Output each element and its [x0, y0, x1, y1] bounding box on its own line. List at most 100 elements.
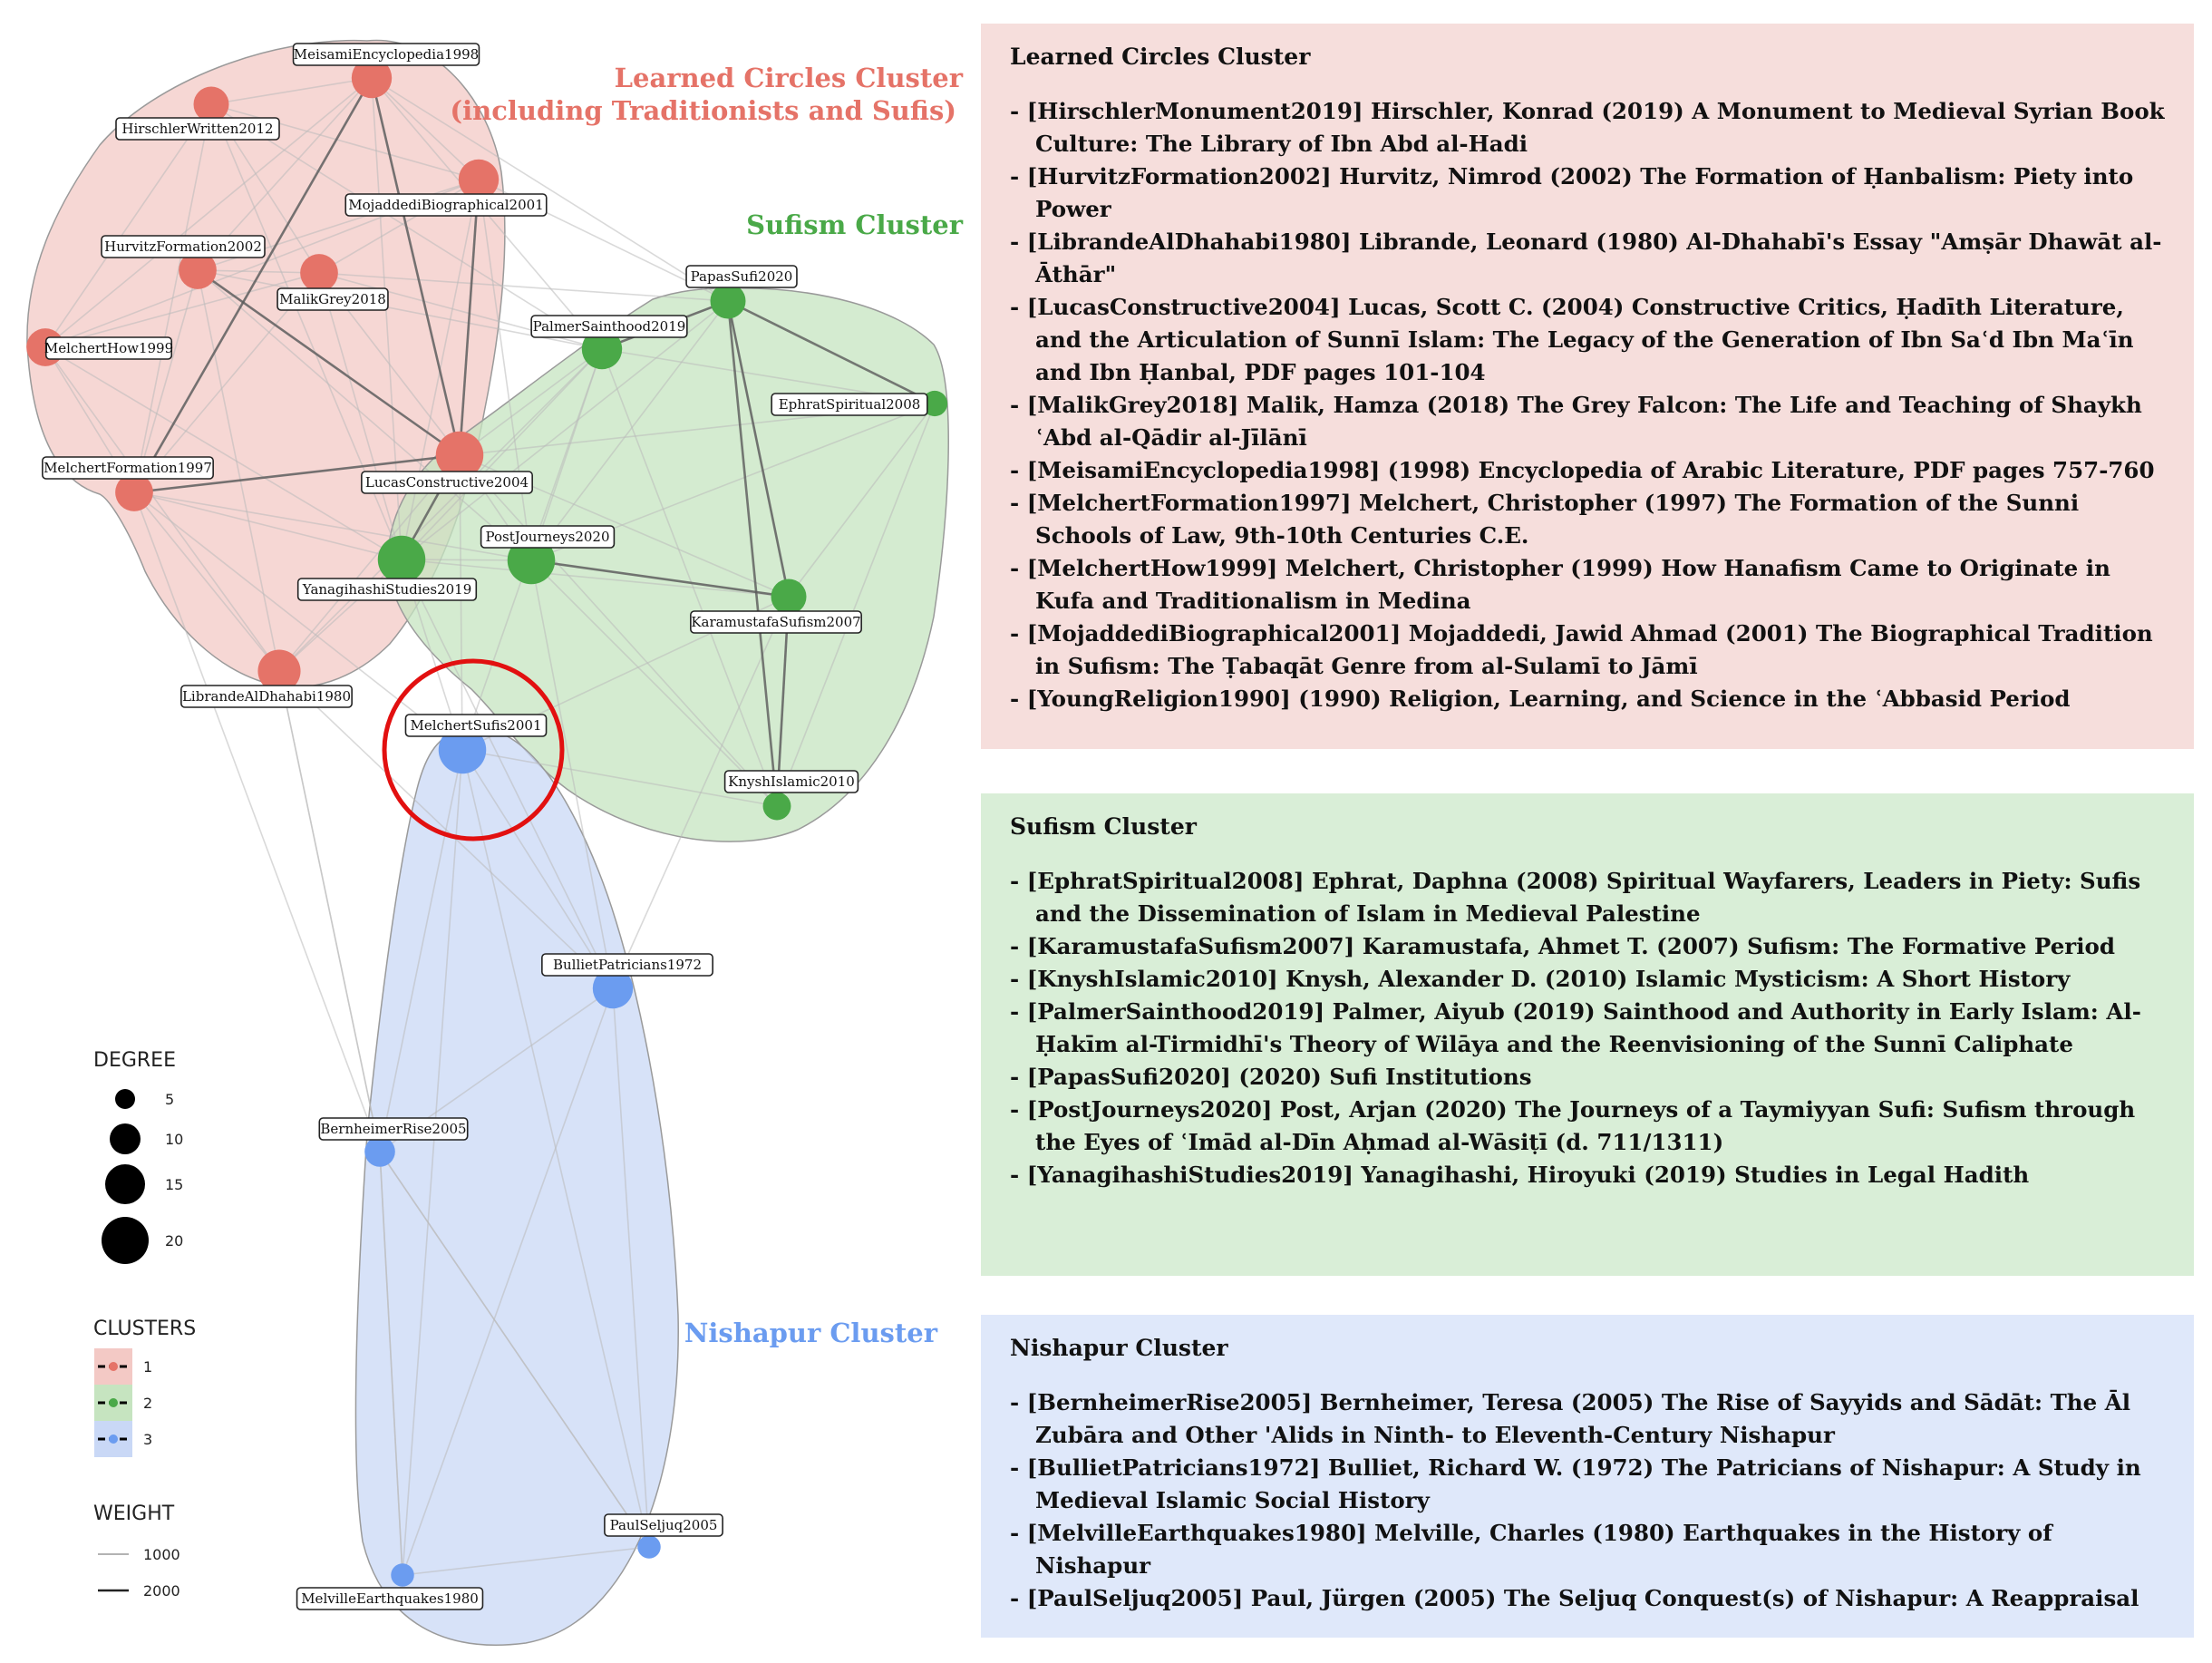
node-label-box	[480, 525, 616, 549]
node-label: LibrandeAlDhahabi1980	[180, 685, 353, 708]
node-label: MelchertFormation1997	[42, 456, 214, 480]
legend-cluster-label-3: 3	[143, 1431, 152, 1448]
node-label: KaramustafaSufism2007	[690, 610, 862, 634]
node-label-text: YanagihashiStudies2019	[302, 581, 472, 598]
edge	[401, 348, 603, 560]
node-label-box	[296, 578, 478, 601]
node-label-text: MalikGrey2018	[279, 291, 386, 307]
reference-item: - [MeisamiEncyclopedia1998] (1998) Encyc…	[1010, 457, 2155, 483]
node-karamustafasufism2007	[771, 579, 807, 615]
legend-cluster-label-2: 2	[143, 1395, 152, 1412]
reference-item: - [PostJourneys2020] Post, Arjan (2020) …	[1010, 1096, 2136, 1155]
highlight-circle	[382, 658, 565, 841]
edge	[133, 491, 381, 1152]
nishapur-cluster-title: Nishapur Cluster	[684, 1318, 938, 1348]
node-label-text: KaramustafaSufism2007	[691, 614, 860, 630]
edge	[278, 670, 381, 1152]
node-label: MelchertSufis2001	[404, 714, 548, 737]
reference-item: - [YoungReligion1990] (1990) Religion, L…	[1010, 686, 2071, 712]
node-label-text: MojaddediBiographical2001	[348, 197, 543, 213]
node-label-box	[361, 471, 533, 494]
node-melchertformation1997	[115, 473, 153, 511]
legend-degree-label-15: 15	[165, 1176, 183, 1193]
sufism-cluster-title: Sufism Cluster	[746, 209, 964, 240]
node-label: MojaddediBiographical2001	[344, 193, 548, 217]
node-label: YanagihashiStudies2019	[296, 578, 478, 601]
edge	[402, 987, 614, 1576]
edge-heavy	[727, 299, 936, 405]
edge-heavy	[458, 179, 480, 456]
learned-reference-list: - [HirschlerMonument2019] Hirschler, Kon…	[1010, 95, 2167, 715]
nishapur-panel: Nishapur Cluster - [BernheimerRise2005] …	[981, 1315, 2194, 1638]
node-label: MeisamiEncyclopedia1998	[292, 43, 480, 66]
edge	[44, 272, 320, 348]
edge	[133, 269, 199, 493]
edge	[133, 491, 403, 560]
nishapur-panel-title: Nishapur Cluster	[1010, 1335, 1228, 1361]
learned-circles-panel: Learned Circles Cluster - [HirschlerMonu…	[981, 24, 2194, 749]
edge-heavy	[726, 300, 791, 598]
node-label-text: LucasConstructive2004	[365, 474, 529, 491]
legend-weight: WEIGHT 1000 2000	[93, 1503, 180, 1600]
legend-cluster-label-1: 1	[143, 1358, 152, 1376]
legend-weight-label-1000: 1000	[143, 1546, 180, 1563]
node-label-box	[541, 953, 713, 977]
reference-item: - [KnyshIslamic2010] Knysh, Alexander D.…	[1010, 966, 2071, 992]
legend-degree-title: DEGREE	[93, 1049, 176, 1072]
edge-heavy	[197, 268, 461, 457]
node-label-text: MelchertHow1999	[44, 340, 173, 356]
legend-clusters-title: CLUSTERS	[93, 1318, 196, 1340]
node-label: EphratSpiritual2008	[771, 393, 928, 416]
edge-heavy	[726, 300, 779, 807]
edge	[530, 559, 614, 989]
reference-item: - [MelvilleEarthquakes1980] Melville, Ch…	[1010, 1520, 2052, 1579]
node-label-box	[292, 43, 480, 66]
node-label: HurvitzFormation2002	[101, 235, 266, 258]
edge	[318, 272, 403, 560]
edge-heavy	[530, 559, 790, 598]
edge	[776, 403, 936, 807]
node-label-box	[685, 265, 798, 288]
edge	[601, 348, 778, 807]
node-label: HirschlerWritten2012	[115, 117, 280, 141]
node-label-box	[276, 287, 389, 311]
node-label: KnyshIslamic2010	[723, 770, 859, 793]
edge	[461, 749, 614, 989]
node-label-box	[115, 117, 280, 141]
node-label-text: MelchertSufis2001	[411, 717, 542, 734]
legend-degree-dot-5	[115, 1089, 135, 1109]
edge	[371, 77, 729, 302]
node-knyshislamic2010	[762, 792, 791, 821]
node-hirschlerwritten2012	[193, 86, 229, 122]
node-melvilleearthquakes1980	[391, 1563, 414, 1587]
node-meisamiencyclopedia1998	[351, 57, 393, 99]
edge	[401, 300, 729, 560]
edge	[133, 491, 280, 672]
reference-item: - [HirschlerMonument2019] Hirschler, Kon…	[1010, 98, 2165, 157]
edge	[402, 1546, 650, 1576]
reference-item: - [KaramustafaSufism2007] Karamustafa, A…	[1010, 933, 2115, 959]
reference-item: - [PalmerSainthood2019] Palmer, Aiyub (2…	[1010, 998, 2141, 1057]
reference-item: - [EphratSpiritual2008] Ephrat, Daphna (…	[1010, 868, 2141, 927]
reference-item: - [YanagihashiStudies2019] Yanagihashi, …	[1010, 1162, 2030, 1188]
reference-item: - [HurvitzFormation2002] Hurvitz, Nimrod…	[1010, 163, 2134, 222]
node-label-box	[771, 393, 928, 416]
node-ephratspiritual2008	[921, 390, 948, 417]
edge	[478, 179, 532, 561]
reference-item: - [MalikGrey2018] Malik, Hamza (2018) Th…	[1010, 392, 2142, 451]
node-label: MelchertHow1999	[44, 336, 173, 360]
node-label-box	[404, 714, 548, 737]
edge	[459, 454, 778, 807]
node-yanagihashistudies2019	[377, 535, 426, 584]
node-bullietpatricians1972	[592, 968, 634, 1009]
node-hurvitzformation2002	[179, 251, 217, 289]
edge	[197, 269, 320, 274]
node-label-text: MelvilleEarthquakes1980	[301, 1590, 479, 1607]
edge	[44, 346, 280, 672]
learned-cluster-title: Learned Circles Cluster	[615, 63, 964, 93]
node-label-box	[690, 610, 862, 634]
node-melchertsufis2001	[438, 725, 487, 774]
edge	[44, 346, 403, 560]
node-malikgrey2018	[300, 254, 338, 292]
edge	[401, 559, 790, 598]
